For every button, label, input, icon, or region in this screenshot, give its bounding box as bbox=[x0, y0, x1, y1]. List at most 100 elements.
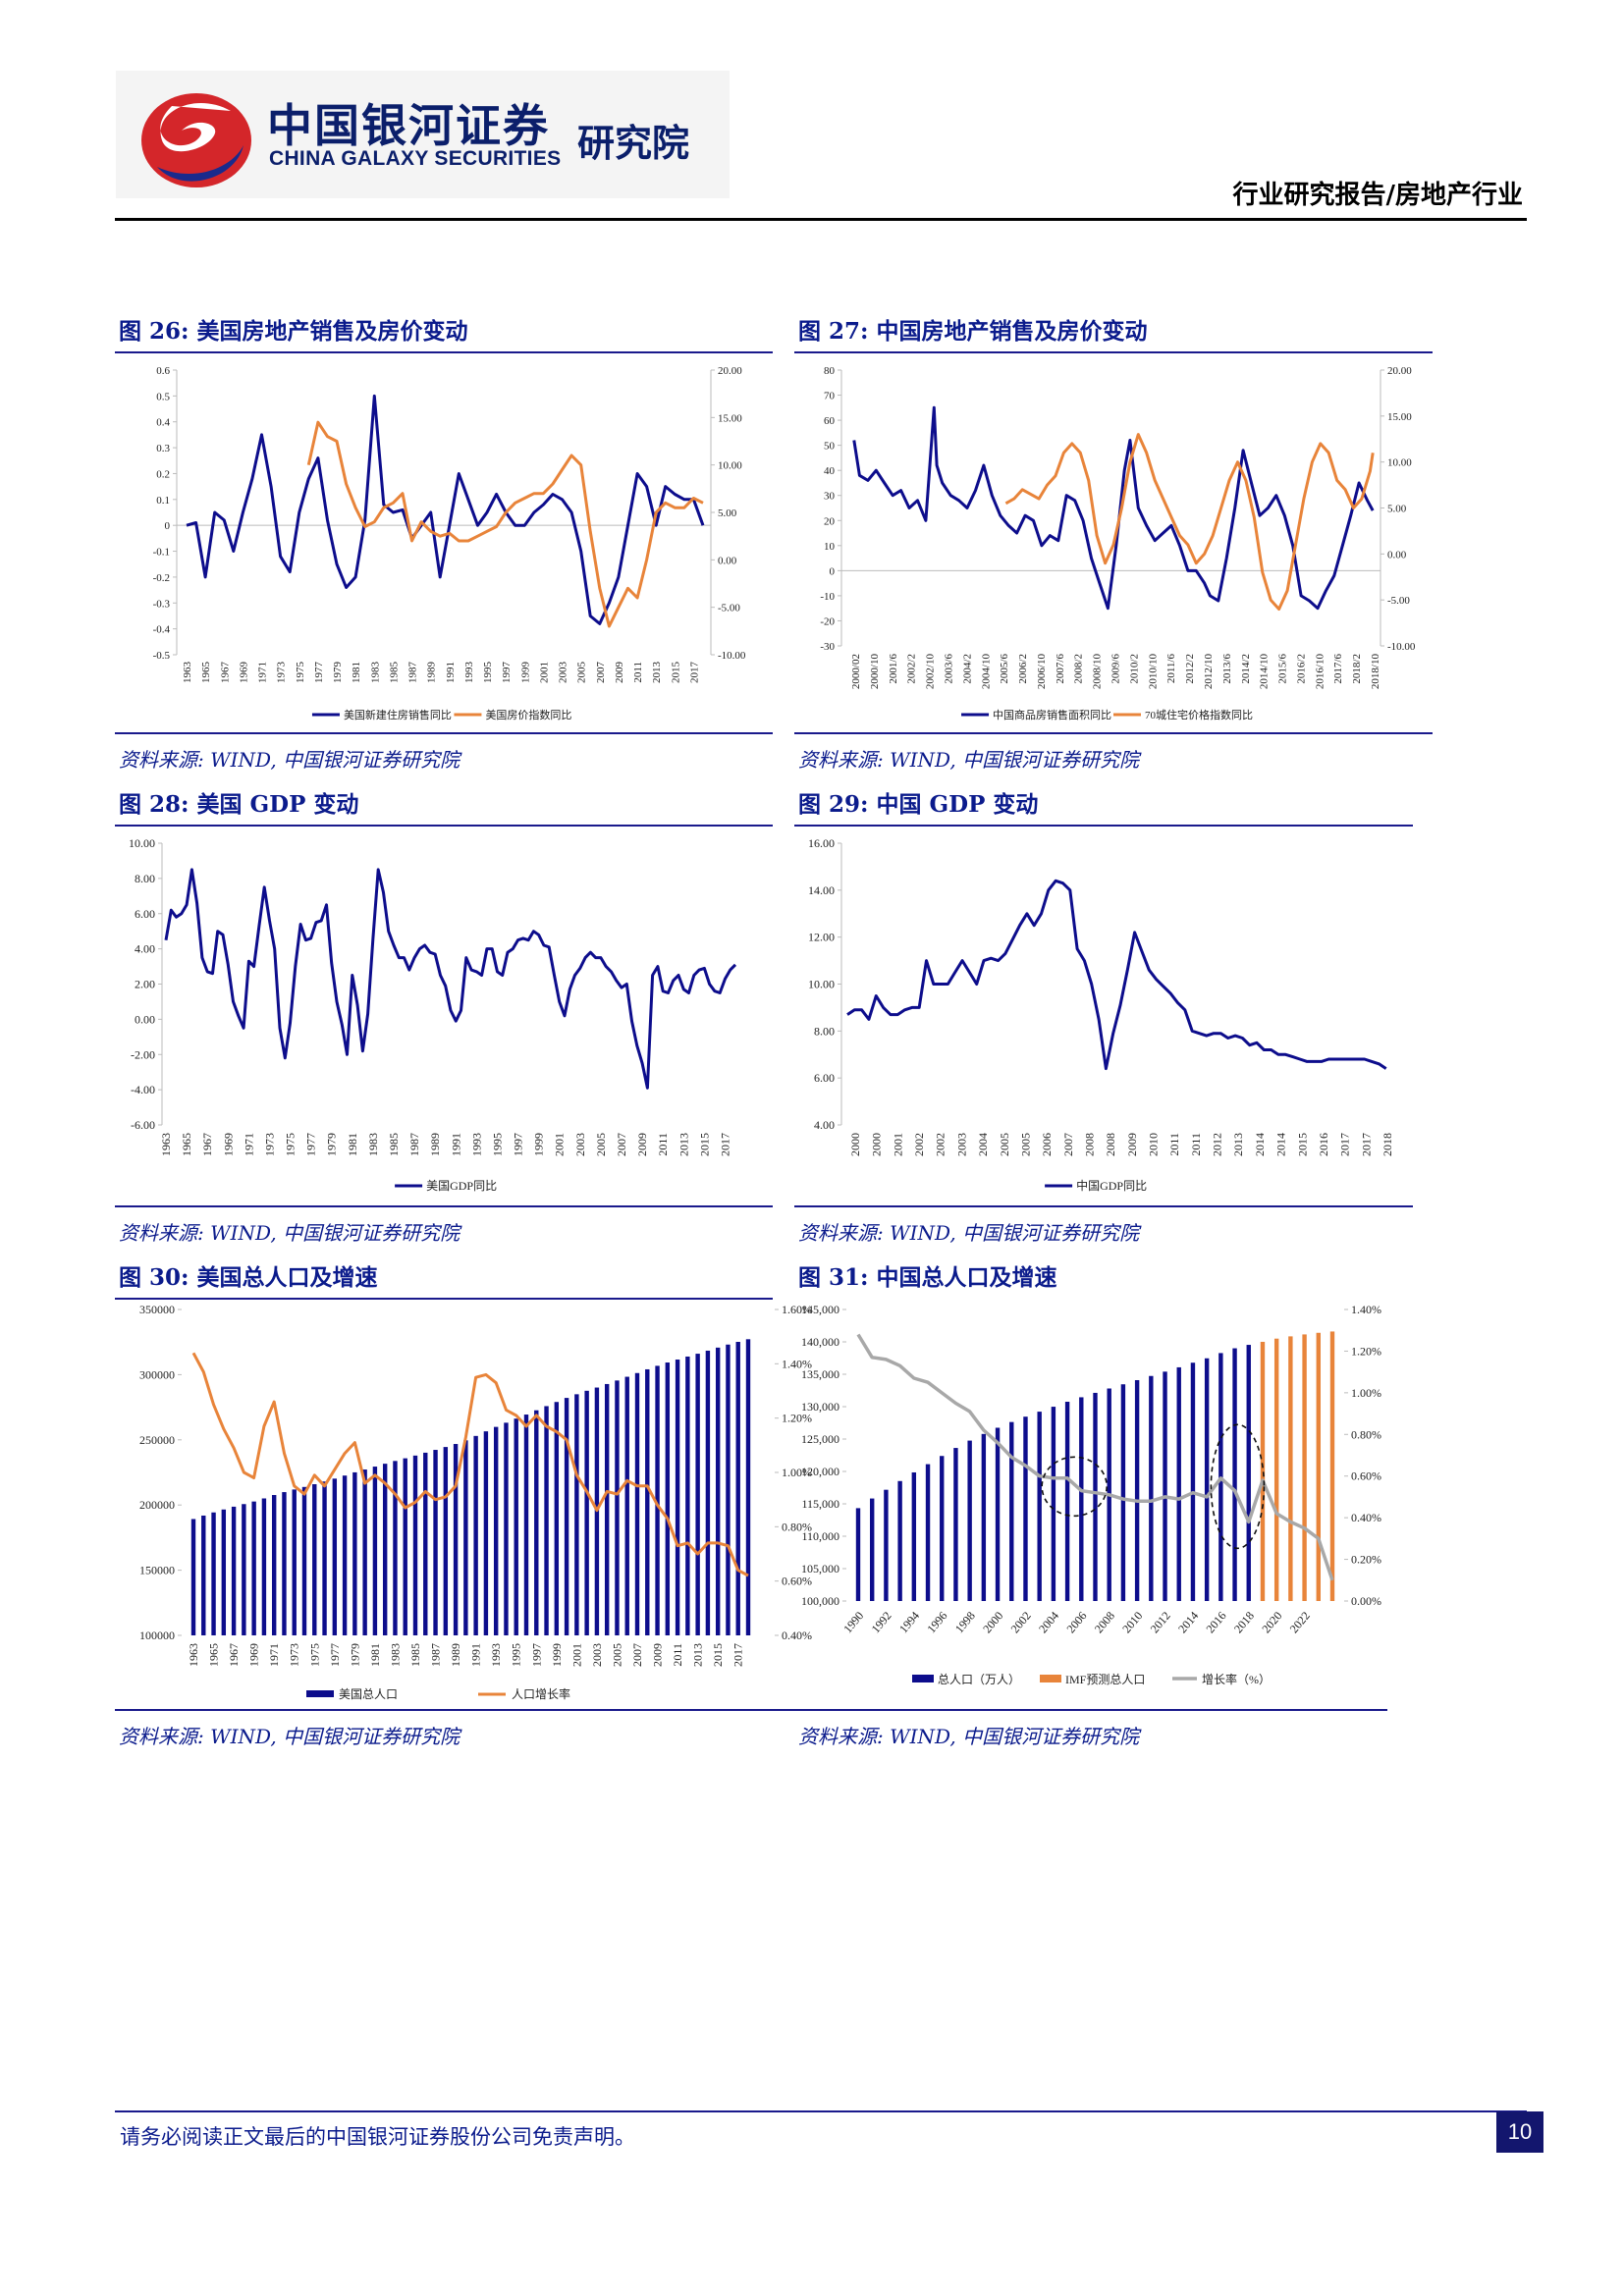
y-right-tick-label: 1.40% bbox=[1351, 1303, 1381, 1316]
y-tick-label: 8.00 bbox=[814, 1024, 835, 1038]
y-tick-label: -0.4 bbox=[153, 624, 171, 636]
y-tick-label: 0 bbox=[165, 520, 171, 532]
x-tick-label: 2006 bbox=[1040, 1133, 1054, 1156]
x-tick-label: 1979 bbox=[325, 1133, 339, 1156]
series-line-us-gdp bbox=[164, 868, 737, 1090]
x-tick-label: 2014 bbox=[1274, 1133, 1288, 1156]
x-tick-label: 2017 bbox=[688, 662, 700, 684]
population-bar bbox=[695, 1354, 700, 1635]
population-bar bbox=[251, 1501, 256, 1635]
population-bar bbox=[726, 1344, 731, 1635]
population-bar bbox=[372, 1467, 378, 1635]
y-tick-label: 120,000 bbox=[801, 1465, 839, 1478]
population-bar bbox=[715, 1347, 721, 1635]
x-tick-label: 2009/6 bbox=[1110, 654, 1122, 684]
x-tick-label: 2002/10 bbox=[925, 654, 937, 690]
x-tick-label: 1987 bbox=[429, 1643, 443, 1667]
y-tick-label: 30 bbox=[824, 491, 836, 503]
population-bar bbox=[493, 1426, 499, 1635]
population-bar bbox=[312, 1483, 317, 1635]
population-bar bbox=[1120, 1384, 1126, 1601]
x-tick-label: 2005 bbox=[1018, 1133, 1032, 1156]
x-tick-label: 1989 bbox=[449, 1643, 462, 1667]
x-tick-label: 2014/2 bbox=[1240, 654, 1252, 684]
x-tick-label: 2006/10 bbox=[1036, 654, 1048, 690]
x-tick-label: 2015 bbox=[711, 1643, 725, 1667]
population-bar bbox=[221, 1509, 227, 1635]
legend-label: 美国GDP同比 bbox=[426, 1179, 497, 1193]
x-tick-label: 1969 bbox=[247, 1643, 261, 1667]
x-tick-label: 1993 bbox=[469, 1133, 483, 1156]
x-tick-label: 2000 bbox=[870, 1133, 884, 1156]
footer-disclaimer: 请务必阅读正文最后的中国银河证券股份公司免责声明。 bbox=[120, 2125, 635, 2149]
x-tick-label: 2017 bbox=[1338, 1133, 1352, 1156]
population-bar bbox=[301, 1486, 307, 1635]
x-tick-label: 2016/2 bbox=[1295, 654, 1307, 684]
y-tick-label: 0.6 bbox=[156, 365, 170, 377]
population-bar bbox=[884, 1489, 889, 1601]
x-tick-label: 2005 bbox=[594, 1133, 608, 1156]
x-tick-label: 1999 bbox=[550, 1643, 564, 1667]
x-tick-label: 1963 bbox=[159, 1133, 173, 1156]
figure-27-source: 资料来源: WIND, 中国银河证券研究院 bbox=[798, 748, 1140, 772]
x-tick-label: 1977 bbox=[313, 662, 325, 684]
x-tick-label: 1999 bbox=[532, 1133, 546, 1156]
x-tick-label: 2016/10 bbox=[1314, 654, 1326, 690]
x-tick-label: 1979 bbox=[348, 1643, 361, 1667]
x-tick-label: 1985 bbox=[387, 1133, 401, 1156]
population-bar bbox=[443, 1447, 449, 1635]
x-tick-label: 2000/02 bbox=[850, 654, 862, 689]
figure-30-title: 图 30: 美国总人口及增速 bbox=[119, 1264, 378, 1291]
figure-30-source: 资料来源: WIND, 中国银河证券研究院 bbox=[119, 1725, 460, 1748]
forecast-population-bar bbox=[1273, 1338, 1279, 1601]
x-tick-label: 2004/2 bbox=[961, 654, 973, 684]
figure-30-chart: 350000 300000 250000 200000 150000 100000 1.60… bbox=[139, 1303, 812, 1701]
figure-27-title: 图 27: 中国房地产销售及房价变动 bbox=[798, 318, 1148, 345]
y-tick-label: -2.00 bbox=[131, 1047, 155, 1061]
x-tick-label: 1971 bbox=[242, 1133, 255, 1156]
x-tick-label: 1967 bbox=[227, 1643, 241, 1667]
x-tick-label: 2007 bbox=[1061, 1133, 1075, 1156]
x-tick-label: 2003 bbox=[558, 662, 569, 684]
x-tick-label: 1998 bbox=[952, 1609, 978, 1635]
y-tick-label: 14.00 bbox=[808, 883, 835, 897]
population-bar bbox=[412, 1455, 418, 1635]
figure-26-bottom-rule bbox=[115, 732, 773, 734]
x-tick-label: 2006/2 bbox=[1017, 654, 1029, 684]
x-tick-label: 1965 bbox=[200, 662, 212, 684]
x-tick-label: 2002 bbox=[912, 1133, 926, 1156]
x-tick-label: 1981 bbox=[346, 1133, 359, 1156]
x-tick-label: 2018 bbox=[1231, 1609, 1257, 1635]
y-tick-label: 115,000 bbox=[801, 1497, 839, 1511]
y-right-tick-label: 0.60% bbox=[1351, 1469, 1381, 1483]
x-tick-label: 1983 bbox=[388, 1643, 402, 1667]
population-bar bbox=[322, 1481, 327, 1635]
y-tick-label: 125,000 bbox=[801, 1432, 839, 1446]
x-tick-label: 2004 bbox=[1036, 1609, 1061, 1635]
x-tick-label: 1992 bbox=[869, 1609, 894, 1635]
y-tick-label: 0.5 bbox=[156, 391, 170, 402]
population-bar bbox=[584, 1390, 589, 1635]
y-tick-label: 350000 bbox=[139, 1303, 175, 1316]
y-tick-label: 0.1 bbox=[156, 495, 170, 507]
x-tick-label: 2009 bbox=[614, 662, 625, 684]
x-tick-label: 2005/6 bbox=[999, 654, 1010, 684]
x-tick-label: 1983 bbox=[366, 1133, 380, 1156]
figure-26-chart: 0.6 0.5 0.4 0.3 0.2 0.1 0 -0.1 -0.2 -0.3 -0.4 -0.5 2… bbox=[153, 365, 746, 721]
x-tick-label: 2012/10 bbox=[1203, 654, 1215, 690]
x-tick-label: 2007 bbox=[630, 1643, 644, 1667]
x-tick-label: 2002/2 bbox=[906, 654, 918, 684]
figure-30-top-rule bbox=[115, 1298, 773, 1300]
legend-label: 美国房价指数同比 bbox=[485, 708, 571, 721]
population-bar bbox=[1163, 1371, 1167, 1601]
x-tick-label: 2007 bbox=[595, 662, 607, 684]
x-tick-label: 2005 bbox=[998, 1133, 1011, 1156]
x-tick-label: 1995 bbox=[490, 1133, 504, 1156]
logo-chinese-name: 中国银河证券 bbox=[267, 99, 550, 152]
population-bar bbox=[382, 1464, 388, 1635]
x-tick-label: 1981 bbox=[368, 1643, 382, 1667]
y-right-tick-label: 1.40% bbox=[782, 1357, 812, 1370]
galaxy-logo-icon bbox=[141, 93, 251, 187]
x-tick-label: 1973 bbox=[276, 662, 288, 684]
x-tick-label: 2016 bbox=[1317, 1133, 1330, 1156]
